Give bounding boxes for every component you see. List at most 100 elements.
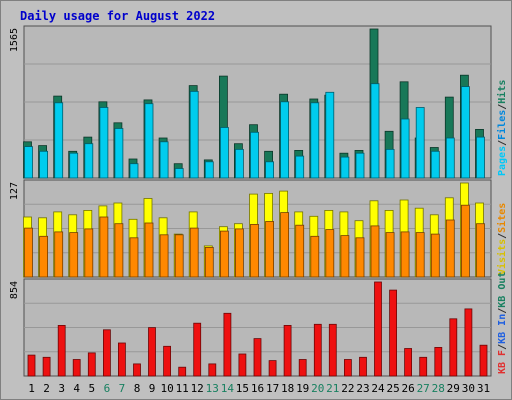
bar-kb-f-day-18 xyxy=(283,324,292,377)
x-tick-label: 26 xyxy=(401,382,414,395)
bar-pages-day-15 xyxy=(234,148,244,179)
legend-entry: / xyxy=(497,308,508,314)
bar-sites-day-8 xyxy=(129,237,139,278)
bar-pages-day-19 xyxy=(295,155,305,179)
bar-sites-day-20 xyxy=(310,235,320,278)
bar-kb-f-day-27 xyxy=(419,356,428,377)
bar-pages-day-4 xyxy=(69,152,79,179)
x-tick-label: 2 xyxy=(43,382,50,395)
bar-kb-f-day-22 xyxy=(343,359,352,377)
bar-sites-day-27 xyxy=(415,232,425,278)
bar-pages-day-31 xyxy=(476,136,485,179)
bar-kb-f-day-5 xyxy=(87,352,96,377)
bar-sites-day-24 xyxy=(370,225,380,278)
bar-sites-day-15 xyxy=(234,228,244,278)
bar-kb-f-day-9 xyxy=(148,327,156,377)
bar-sites-day-3 xyxy=(54,231,64,278)
bar-pages-day-27 xyxy=(415,107,425,179)
x-tick-label: 19 xyxy=(296,382,309,395)
x-tick-label: 8 xyxy=(134,382,141,395)
bar-kb-f-day-26 xyxy=(404,348,413,377)
x-tick-label: 27 xyxy=(417,382,430,395)
bar-sites-day-2 xyxy=(39,235,48,278)
bar-kb-f-day-10 xyxy=(163,345,172,377)
legend-entry: KB In xyxy=(497,314,508,344)
bar-sites-day-25 xyxy=(385,232,395,278)
bar-kb-f-day-21 xyxy=(328,323,337,377)
bar-pages-day-23 xyxy=(355,152,365,179)
bar-sites-day-9 xyxy=(144,222,154,278)
y-max-label: 127 xyxy=(9,182,20,200)
bar-sites-day-5 xyxy=(84,228,94,278)
x-tick-label: 14 xyxy=(221,382,235,395)
bar-kb-f-day-29 xyxy=(449,318,458,377)
series-sites xyxy=(24,204,485,278)
x-axis: 1 2 3 4 5 6 7 8 9 10 11 12 13 14 15 16 17 18 19 20 21 22 23 24 2… xyxy=(28,382,490,395)
bar-kb-f-day-30 xyxy=(464,308,473,377)
bar-sites-day-6 xyxy=(99,216,109,278)
x-tick-label: 28 xyxy=(432,382,445,395)
x-tick-label: 4 xyxy=(73,382,80,395)
bar-pages-day-2 xyxy=(39,150,48,179)
x-tick-label: 16 xyxy=(251,382,264,395)
bar-sites-day-22 xyxy=(340,235,350,278)
x-tick-label: 22 xyxy=(341,382,354,395)
bar-sites-day-10 xyxy=(159,234,169,278)
bar-pages-day-5 xyxy=(84,143,94,179)
bar-sites-day-1 xyxy=(24,227,33,278)
series-legend: Visits/Sites xyxy=(496,203,508,275)
x-tick-label: 7 xyxy=(119,382,126,395)
bar-kb-f-day-2 xyxy=(42,356,51,377)
bar-kb-f-day-19 xyxy=(298,359,307,377)
x-tick-label: 24 xyxy=(371,382,385,395)
x-tick-label: 30 xyxy=(462,382,475,395)
bar-sites-day-18 xyxy=(280,212,290,278)
x-tick-label: 11 xyxy=(176,382,189,395)
x-tick-label: 15 xyxy=(236,382,249,395)
legend-entry: KB F xyxy=(497,350,508,374)
bar-kb-f-day-8 xyxy=(133,363,141,377)
legend-entry: Files xyxy=(496,110,508,140)
bar-kb-f-day-13 xyxy=(208,363,217,377)
y-max-label: 1565 xyxy=(9,28,20,52)
bar-kb-f-day-20 xyxy=(313,323,322,377)
series-pages xyxy=(24,83,485,179)
x-tick-label: 13 xyxy=(206,382,219,395)
bar-kb-f-day-7 xyxy=(118,342,126,377)
bar-sites-day-12 xyxy=(189,227,199,278)
bar-kb-f-day-14 xyxy=(223,312,232,377)
bar-pages-day-22 xyxy=(340,156,350,179)
bar-pages-day-12 xyxy=(189,91,199,179)
bar-sites-day-26 xyxy=(400,231,410,278)
x-tick-label: 5 xyxy=(88,382,95,395)
bar-pages-day-25 xyxy=(385,148,395,179)
x-tick-label: 18 xyxy=(281,382,294,395)
bar-kb-f-day-25 xyxy=(389,289,398,377)
bar-kb-f-day-17 xyxy=(268,360,277,377)
x-tick-label: 1 xyxy=(28,382,35,395)
bar-sites-day-14 xyxy=(219,230,229,278)
x-tick-label: 21 xyxy=(326,382,339,395)
bar-kb-f-day-1 xyxy=(27,354,36,377)
chart-title: Daily usage for August 2022 xyxy=(20,9,215,23)
bar-pages-day-20 xyxy=(310,102,320,179)
bar-sites-day-28 xyxy=(430,233,440,278)
chart-panels: 1565Pages/Files/Hits127Visits/Sites854KB… xyxy=(9,25,508,377)
x-tick-label: 31 xyxy=(477,382,490,395)
x-tick-label: 10 xyxy=(160,382,173,395)
bar-kb-f-day-4 xyxy=(72,359,81,377)
bar-kb-f-day-28 xyxy=(434,346,443,377)
legend-entry: KB Out xyxy=(497,272,508,308)
bar-sites-day-11 xyxy=(174,234,184,278)
x-tick-label: 3 xyxy=(58,382,65,395)
bar-kb-f-day-15 xyxy=(238,353,247,377)
bar-pages-day-6 xyxy=(99,107,109,179)
bar-pages-day-16 xyxy=(250,131,259,179)
bar-pages-day-18 xyxy=(280,101,290,179)
bar-pages-day-8 xyxy=(129,163,139,179)
bar-pages-day-14 xyxy=(219,127,229,179)
legend-entry: / xyxy=(497,140,508,146)
bar-pages-day-30 xyxy=(460,86,470,179)
